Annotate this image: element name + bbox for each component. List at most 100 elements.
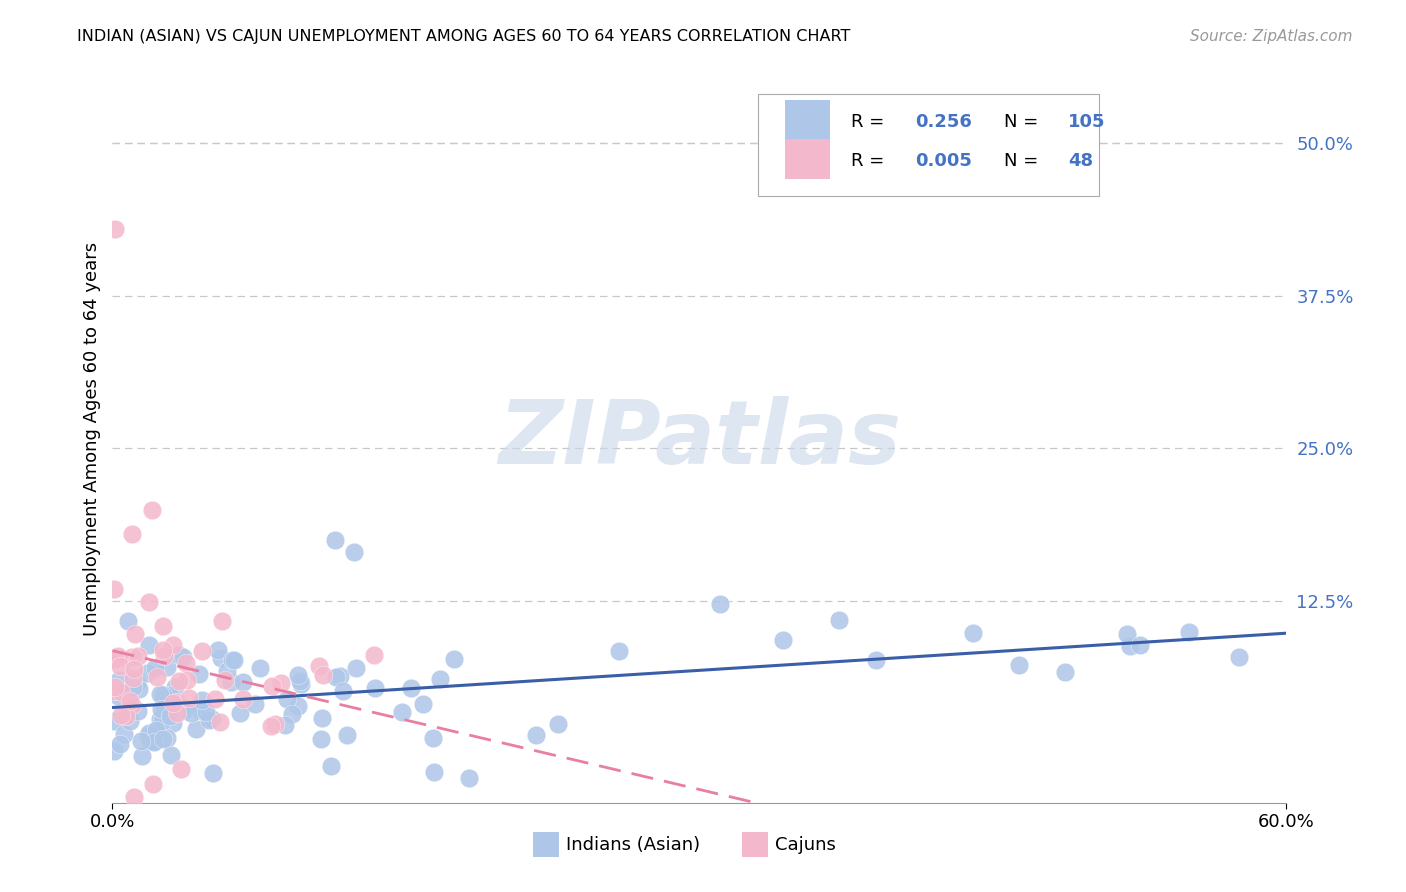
Point bbox=[173, 702, 195, 716]
Point bbox=[222, 652, 245, 666]
Point bbox=[363, 648, 385, 662]
Point bbox=[607, 644, 630, 658]
Point bbox=[1227, 650, 1250, 665]
Point bbox=[153, 648, 176, 663]
Point bbox=[166, 706, 188, 720]
Point bbox=[1129, 639, 1152, 653]
Point bbox=[118, 694, 141, 708]
Point bbox=[112, 727, 135, 741]
Point bbox=[1119, 640, 1142, 654]
Point bbox=[243, 698, 266, 712]
Point bbox=[443, 652, 465, 666]
Point bbox=[146, 730, 169, 744]
Point bbox=[162, 715, 184, 730]
Point bbox=[1178, 624, 1201, 639]
Point bbox=[827, 613, 849, 627]
Point bbox=[127, 648, 149, 663]
Point bbox=[135, 666, 157, 681]
Point bbox=[214, 673, 236, 687]
Text: INDIAN (ASIAN) VS CAJUN UNEMPLOYMENT AMONG AGES 60 TO 64 YEARS CORRELATION CHART: INDIAN (ASIAN) VS CAJUN UNEMPLOYMENT AMO… bbox=[77, 29, 851, 44]
Point bbox=[323, 533, 346, 548]
Point bbox=[115, 708, 138, 723]
Point bbox=[152, 732, 174, 747]
Point bbox=[146, 670, 169, 684]
Point bbox=[211, 615, 233, 629]
Point bbox=[232, 674, 254, 689]
Point bbox=[159, 708, 181, 723]
Point bbox=[104, 684, 127, 698]
Point bbox=[138, 725, 160, 739]
Point bbox=[191, 693, 214, 707]
Point bbox=[208, 715, 231, 730]
Point bbox=[122, 673, 145, 688]
Point bbox=[143, 734, 166, 748]
Point bbox=[104, 681, 127, 695]
Point bbox=[270, 675, 292, 690]
Text: 0.005: 0.005 bbox=[915, 152, 973, 169]
Point bbox=[422, 731, 444, 745]
Text: 105: 105 bbox=[1069, 112, 1105, 130]
Point bbox=[336, 728, 359, 742]
Point bbox=[117, 615, 139, 629]
Point bbox=[107, 690, 129, 704]
Point bbox=[412, 698, 434, 712]
Point bbox=[198, 713, 221, 727]
Point bbox=[110, 685, 132, 699]
Point bbox=[1054, 665, 1077, 679]
Point bbox=[149, 687, 172, 701]
Y-axis label: Unemployment Among Ages 60 to 64 years: Unemployment Among Ages 60 to 64 years bbox=[83, 243, 101, 636]
Point bbox=[343, 545, 366, 559]
Point bbox=[156, 660, 179, 674]
Point bbox=[172, 649, 194, 664]
Point bbox=[103, 714, 125, 728]
Point bbox=[319, 758, 342, 772]
Point bbox=[145, 723, 167, 737]
Point bbox=[159, 689, 181, 703]
Point bbox=[145, 661, 167, 675]
Text: N =: N = bbox=[1004, 112, 1043, 130]
Point bbox=[121, 671, 143, 685]
Point bbox=[108, 659, 131, 673]
Point bbox=[156, 731, 179, 746]
Point bbox=[287, 668, 309, 682]
Point bbox=[136, 729, 159, 743]
Point bbox=[201, 712, 224, 726]
Point bbox=[141, 502, 163, 516]
Point bbox=[150, 714, 173, 729]
Point bbox=[103, 582, 125, 596]
Point bbox=[107, 673, 129, 688]
Point bbox=[138, 638, 160, 652]
Point bbox=[325, 670, 347, 684]
Point bbox=[155, 701, 177, 715]
Text: N =: N = bbox=[1004, 152, 1043, 169]
Point bbox=[772, 632, 794, 647]
Point bbox=[399, 681, 422, 696]
FancyBboxPatch shape bbox=[758, 94, 1098, 195]
FancyBboxPatch shape bbox=[785, 100, 830, 140]
Point bbox=[149, 702, 172, 716]
Point bbox=[121, 527, 143, 541]
Point bbox=[207, 643, 229, 657]
Point bbox=[190, 704, 212, 718]
Point bbox=[202, 766, 225, 780]
Point bbox=[166, 695, 188, 709]
Point bbox=[364, 681, 387, 695]
FancyBboxPatch shape bbox=[785, 139, 830, 179]
Point bbox=[128, 681, 150, 696]
Point bbox=[139, 733, 162, 747]
Text: R =: R = bbox=[851, 152, 890, 169]
Point bbox=[110, 708, 132, 723]
Text: Indians (Asian): Indians (Asian) bbox=[565, 836, 700, 854]
Point bbox=[120, 696, 142, 710]
Point bbox=[311, 711, 333, 725]
Point bbox=[423, 765, 446, 780]
Point bbox=[103, 744, 125, 758]
Point bbox=[457, 772, 479, 786]
Point bbox=[260, 719, 283, 733]
Point bbox=[124, 789, 146, 804]
Point bbox=[121, 650, 143, 665]
Point bbox=[276, 692, 298, 706]
Point bbox=[1116, 627, 1139, 641]
Point bbox=[167, 648, 190, 662]
Point bbox=[186, 723, 208, 737]
